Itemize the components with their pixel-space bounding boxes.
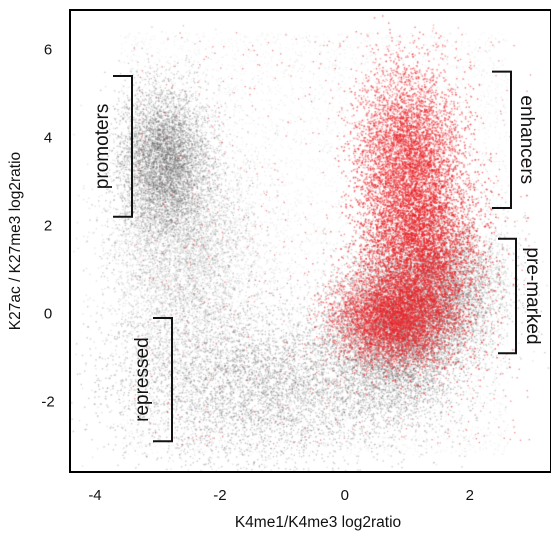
x-tick-label: 2 bbox=[466, 487, 474, 504]
bracket-label-repressed: repressed bbox=[132, 337, 153, 422]
x-axis-ticks: -4 -2 0 2 bbox=[88, 487, 474, 504]
bracket-pre-marked bbox=[498, 237, 517, 355]
bracket-repressed bbox=[153, 317, 173, 443]
x-tick-label: -2 bbox=[213, 487, 226, 504]
scatter-density bbox=[70, 10, 551, 472]
y-axis-ticks: -2 0 2 4 6 bbox=[41, 42, 54, 411]
bracket-promoters bbox=[113, 75, 133, 218]
y-tick-label: -2 bbox=[41, 394, 54, 411]
x-tick-label: 0 bbox=[341, 487, 349, 504]
annotation-brackets: promoters repressed enhancers pre-marked bbox=[92, 70, 543, 443]
plot-frame bbox=[69, 9, 551, 473]
y-axis-title: K27ac / K27me3 log2ratio bbox=[7, 152, 24, 330]
bracket-label-enhancers: enhancers bbox=[516, 95, 537, 184]
bracket-label-promoters: promoters bbox=[92, 104, 113, 190]
y-tick-label: 0 bbox=[44, 306, 52, 323]
scatter-points bbox=[70, 10, 551, 472]
bracket-enhancers bbox=[492, 70, 512, 209]
x-axis-title: K4me1/K4me3 log2ratio bbox=[235, 514, 401, 531]
y-tick-label: 2 bbox=[44, 218, 52, 235]
x-tick-label: -4 bbox=[88, 487, 101, 504]
y-tick-label: 6 bbox=[44, 42, 52, 59]
bracket-label-pre-marked: pre-marked bbox=[522, 247, 543, 344]
y-tick-label: 4 bbox=[44, 130, 52, 147]
